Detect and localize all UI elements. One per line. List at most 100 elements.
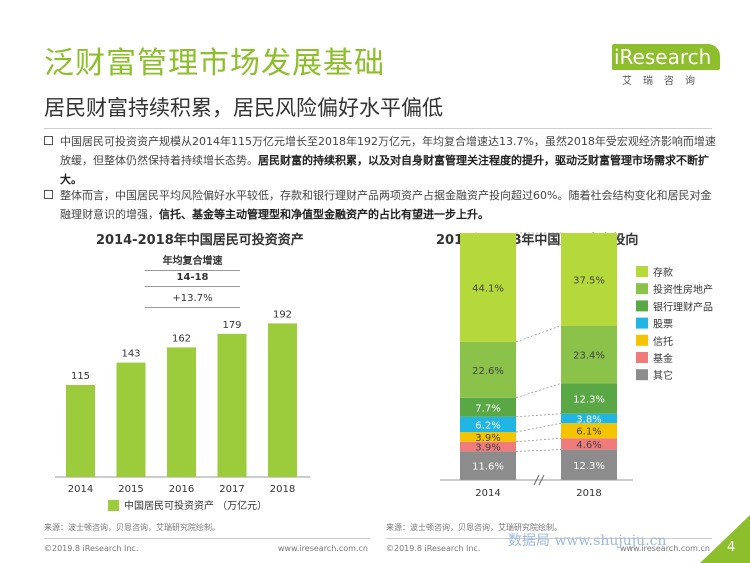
- legend-label: 银行理财产品: [653, 300, 713, 313]
- connector-line: [515, 422, 562, 433]
- bullet-text: 中国居民可投资资产规模从2014年115万亿元增长至2018年192万亿元，年均…: [60, 132, 716, 189]
- stack-value-label: 23.4%: [573, 351, 605, 362]
- axis-break-mark: [538, 474, 545, 486]
- watermark: 数据局 www.shujuju.cn: [508, 533, 667, 549]
- stack-value-label: 12.3%: [573, 461, 605, 472]
- stack-基金-2018: [561, 438, 617, 450]
- stack-value-label: 3.8%: [576, 414, 601, 425]
- footer-divider-left: [44, 538, 370, 539]
- legend-swatch: [636, 317, 648, 329]
- connector-line: [515, 325, 562, 343]
- bullet-1-bold-text: 居民财富的持续积累，以及对自身财富管理关注程度的提升，驱动泛财富管理市场需求不断…: [60, 154, 709, 186]
- divider: [44, 128, 712, 129]
- x-tick-label: 2015: [118, 484, 143, 495]
- cagr-period: 14-18: [145, 272, 240, 287]
- x-tick-label: 2018: [270, 484, 295, 495]
- connector-line: [515, 413, 562, 418]
- cagr-header: 年均复合增速: [145, 252, 240, 271]
- stack-存款-2014: [460, 233, 516, 342]
- stack-value-label: 22.6%: [472, 366, 504, 377]
- legend-label: 股票: [653, 319, 673, 331]
- stack-value-label: 3.9%: [475, 433, 500, 444]
- bullet-1: 中国居民可投资资产规模从2014年115万亿元增长至2018年192万亿元，年均…: [44, 132, 716, 189]
- stack-value-label: 6.2%: [475, 420, 500, 431]
- stack-value-label: 37.5%: [573, 275, 605, 286]
- page-subtitle: 居民财富持续积累，居民风险偏好水平偏低: [44, 96, 443, 120]
- stack-信托-2018: [561, 423, 617, 439]
- page-number: 4: [727, 540, 736, 555]
- left-source: 来源：波士顿咨询，贝恩咨询，艾瑞研究院绘制。: [44, 523, 220, 532]
- stack-股票-2018: [561, 413, 617, 424]
- stack-value-label: 4.6%: [576, 440, 601, 451]
- stack-银行理财产品-2014: [460, 397, 516, 417]
- bar-2018: [268, 323, 297, 477]
- legend-label: 基金: [653, 352, 673, 365]
- bar-value-label: 143: [121, 349, 140, 360]
- logo-subtitle: 艾瑞咨询: [622, 76, 706, 87]
- x-tick-label: 2018: [576, 488, 601, 499]
- legend-swatch: [636, 369, 648, 381]
- legend-swatch: [636, 300, 648, 312]
- stack-基金-2014: [460, 441, 516, 452]
- legend-label: 其它: [653, 369, 673, 382]
- bar-value-label: 179: [222, 320, 241, 331]
- legend-swatch: [636, 283, 648, 295]
- cagr-value: +13.7%: [145, 293, 240, 308]
- stack-value-label: 11.6%: [472, 462, 504, 473]
- bullet-2-bold-text: 信托、基金等主动管理型和净值型金融资产的占比有望进一步上升。: [159, 208, 489, 221]
- bullet-square-icon: [44, 136, 53, 145]
- footer-copyright-right: ©2019.8 iResearch Inc.: [386, 544, 481, 553]
- legend-swatch: [636, 266, 648, 277]
- stack-value-label: 12.3%: [573, 395, 605, 406]
- footer-url-left[interactable]: www.iresearch.com.cn: [278, 544, 368, 553]
- stack-value-label: 3.9%: [475, 443, 500, 454]
- legend-label: 存款: [653, 266, 673, 279]
- bullet-text: 整体而言，中国居民平均风险偏好水平较低，存款和银行理财产品两项资产占据金融资产投…: [60, 186, 716, 224]
- connector-line: [515, 383, 562, 399]
- legend-swatch: [108, 500, 119, 511]
- bullet-square-icon: [44, 190, 53, 199]
- x-tick-label: 2017: [219, 484, 244, 495]
- left-chart-title: 2014-2018年中国居民可投资资产: [96, 233, 304, 248]
- page-corner-shape: [700, 515, 750, 563]
- connector-line: [515, 437, 562, 443]
- stack-其它-2014: [460, 451, 516, 480]
- bullet-2: 整体而言，中国居民平均风险偏好水平较低，存款和银行理财产品两项资产占据金融资产投…: [44, 186, 716, 224]
- bar-value-label: 115: [71, 371, 90, 382]
- stack-其它-2018: [561, 449, 617, 480]
- stack-投资性房地产-2014: [460, 341, 516, 398]
- left-bar-chart: 115 2014 143 2015 162 2016 179 2017 192 2018中国居民可…: [55, 309, 310, 512]
- stack-信托-2014: [460, 432, 516, 442]
- legend-swatch: [636, 352, 648, 363]
- bar-value-label: 162: [172, 333, 191, 344]
- stack-股票-2014: [460, 416, 516, 433]
- stack-value-label: 7.7%: [475, 403, 500, 414]
- legend-label: 信托: [653, 335, 673, 348]
- connector-line: [515, 449, 562, 452]
- stack-value-label: 6.1%: [576, 427, 601, 438]
- bar-2016: [167, 347, 196, 477]
- legend-label: 投资性房地产: [653, 283, 713, 296]
- bar-value-label: 192: [273, 309, 292, 320]
- bar-2017: [217, 333, 247, 477]
- bar-2015: [116, 362, 146, 477]
- stack-存款-2018: [561, 233, 617, 326]
- footer-copyright-left: ©2019.8 iResearch Inc.: [44, 544, 139, 553]
- bullet-2-text: 整体而言，中国居民平均风险偏好水平较低，存款和银行理财产品两项资产占据金融资产投…: [60, 189, 712, 221]
- legend-label: 中国居民可投资资产 （万亿元）: [124, 499, 267, 512]
- iresearch-logo: iResearch: [612, 44, 720, 70]
- bullet-1-text: 中国居民可投资资产规模从2014年115万亿元增长至2018年192万亿元，年均…: [60, 135, 716, 167]
- legend-swatch: [636, 334, 648, 346]
- footer-url-right[interactable]: www.iresearch.com.cn: [620, 544, 710, 553]
- footer-divider-right: [386, 538, 712, 539]
- stack-投资性房地产-2018: [561, 325, 617, 384]
- right-stacked-chart: 11.6% 3.9%3.9% 6.2% 7.7% 22.6% 44.1% 2014 12.3%…: [440, 232, 713, 499]
- axis-break-mark: [533, 474, 540, 486]
- page-title: 泛财富管理市场发展基础: [44, 46, 385, 81]
- x-tick-label: 2014: [68, 484, 93, 495]
- stack-value-label: 44.1%: [472, 283, 504, 294]
- right-source: 来源：波士顿咨询，贝恩咨询，艾瑞研究院绘制。: [386, 523, 562, 532]
- x-tick-label: 2016: [169, 484, 194, 495]
- stack-银行理财产品-2018: [561, 383, 617, 414]
